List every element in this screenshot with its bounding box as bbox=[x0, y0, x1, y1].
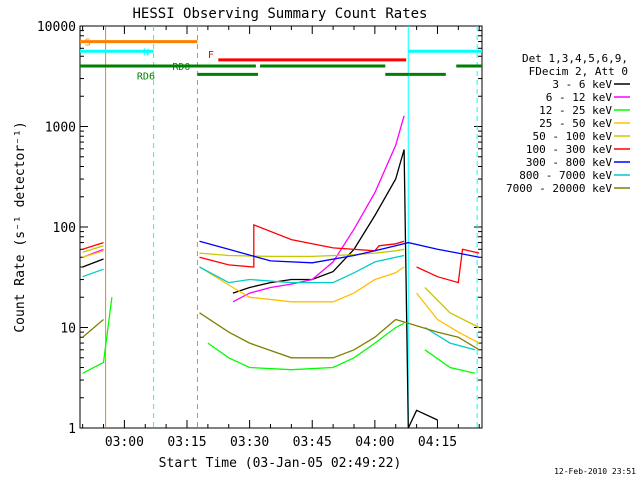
flag-rd6-label: RD6 bbox=[137, 71, 155, 82]
legend-title-line: Det 1,3,4,5,6,9, bbox=[522, 52, 628, 65]
legend-entry-label: 6 - 12 keV bbox=[546, 91, 613, 104]
legend-entry-label: 3 - 6 keV bbox=[552, 78, 612, 91]
series-layer bbox=[82, 115, 480, 429]
series-8-line bbox=[199, 312, 480, 359]
flag-s-label: S bbox=[85, 38, 91, 49]
series-2-line bbox=[82, 297, 113, 374]
series-2-line bbox=[424, 349, 476, 374]
series-4-line bbox=[424, 287, 480, 329]
legend-entry-label: 800 - 7000 keV bbox=[519, 169, 612, 182]
y-axis: 1 10 100 1000 10000 bbox=[37, 20, 482, 437]
x-axis: 03:00 03:15 03:30 03:45 04:00 04:15 bbox=[82, 26, 480, 450]
flag-rd0-label: RD0 bbox=[172, 62, 190, 73]
chart-title: HESSI Observing Summary Count Rates bbox=[132, 6, 427, 22]
series-6-line bbox=[199, 240, 480, 264]
x-tick-label: 03:30 bbox=[230, 435, 269, 450]
x-tick-label: 04:00 bbox=[355, 435, 394, 450]
x-tick-label: 04:15 bbox=[418, 435, 457, 450]
series-3-line bbox=[416, 292, 480, 344]
footer-date: 12-Feb-2010 23:51 bbox=[554, 467, 636, 476]
legend-entry-label: 25 - 50 keV bbox=[539, 117, 612, 130]
legend-entry-label: 50 - 100 keV bbox=[533, 130, 613, 143]
series-7-line bbox=[82, 268, 104, 278]
legend-entry-label: 7000 - 20000 keV bbox=[506, 182, 612, 195]
y-tick-label: 100 bbox=[53, 221, 76, 236]
y-tick-label: 10 bbox=[60, 322, 76, 337]
series-4-line bbox=[82, 245, 104, 253]
legend-title-line: FDecim 2, Att 0 bbox=[529, 65, 628, 78]
legend-entry-label: 300 - 800 keV bbox=[526, 156, 612, 169]
y-tick-label: 10000 bbox=[37, 20, 76, 35]
series-1-line bbox=[232, 115, 405, 303]
y-tick-label: 1000 bbox=[45, 121, 76, 136]
series-5-line bbox=[82, 241, 104, 250]
series-4-line bbox=[199, 248, 405, 258]
series-7-line bbox=[424, 326, 476, 351]
x-axis-label: Start Time (03-Jan-05 02:49:22) bbox=[159, 456, 402, 471]
series-3-line bbox=[199, 266, 405, 303]
flag-f-label: F bbox=[208, 50, 214, 61]
plot-frame bbox=[79, 25, 483, 429]
flag-n-label: N bbox=[143, 47, 149, 58]
series-3-line bbox=[82, 250, 104, 258]
series-8-line bbox=[82, 319, 104, 338]
legend-entry-label: 100 - 300 keV bbox=[526, 143, 612, 156]
x-tick-label: 03:00 bbox=[105, 435, 144, 450]
observing-flags: S N F RD0 RD6 bbox=[80, 38, 482, 82]
y-axis-label: Count Rate (s⁻¹ detector⁻¹) bbox=[13, 121, 28, 332]
y-tick-label: 1 bbox=[68, 422, 76, 437]
legend: Det 1,3,4,5,6,9,FDecim 2, Att 03 - 6 keV… bbox=[506, 52, 630, 195]
series-0-line bbox=[82, 258, 104, 268]
x-tick-label: 03:45 bbox=[293, 435, 332, 450]
series-5-line bbox=[199, 223, 405, 268]
series-5-line bbox=[416, 248, 480, 284]
attenuator-lines bbox=[105, 26, 478, 428]
series-2-line bbox=[207, 322, 405, 371]
legend-entry-label: 12 - 25 keV bbox=[539, 104, 612, 117]
series-7-line bbox=[199, 254, 405, 284]
x-tick-label: 03:15 bbox=[167, 435, 206, 450]
